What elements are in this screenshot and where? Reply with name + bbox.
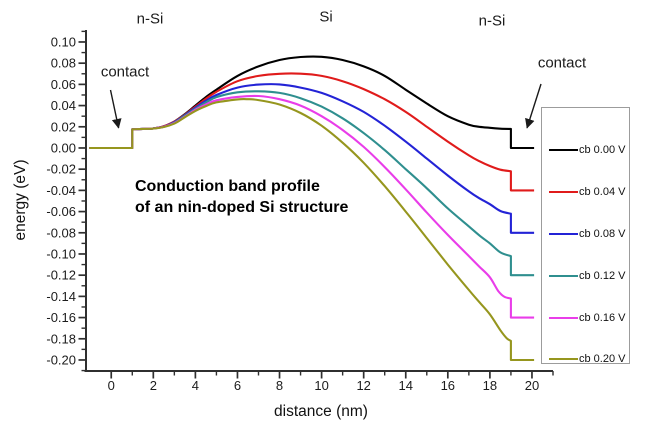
y-tick-label: 0.08 [51,56,76,71]
chart-note-line1: Conduction band profile [135,178,320,195]
y-tick-label: -0.02 [46,162,76,177]
x-tick-label: 4 [192,378,199,393]
contact-label-right: contact [537,54,587,72]
legend-swatch [549,149,578,152]
legend-swatch [549,233,578,236]
chart-note: Conduction band profile of an nin-doped … [135,176,348,218]
x-tick-label: 6 [234,378,241,393]
y-tick-label: -0.16 [46,310,76,325]
y-tick-label: 0.02 [51,119,76,134]
legend-label: cb 0.08 V [579,227,626,240]
contact-label-left: contact [100,63,150,81]
y-tick-label: -0.10 [46,246,76,261]
y-tick-label: 0.00 [51,140,76,155]
x-tick-label: 18 [483,378,497,393]
y-tick-label: -0.06 [46,204,76,219]
y-tick-label: -0.12 [46,268,76,283]
legend-swatch [549,358,578,361]
y-tick-label: -0.18 [46,331,76,346]
x-tick-label: 8 [276,378,283,393]
region-label-left: n-Si [136,10,164,28]
chart-note-line2: of an nin-doped Si structure [135,199,349,216]
region-label-right: n-Si [478,12,506,30]
legend-swatch [549,275,578,278]
legend-label: cb 0.20 V [579,352,626,365]
x-tick-label: 12 [356,378,370,393]
legend-label: cb 0.00 V [579,143,626,156]
x-tick-label: 16 [441,378,455,393]
y-tick-label: -0.20 [46,352,76,367]
legend-label: cb 0.12 V [579,269,626,282]
y-tick-label: -0.04 [46,183,76,198]
y-tick-label: -0.14 [46,289,76,304]
contact-arrow-right [525,83,542,129]
y-tick-label: -0.08 [46,225,76,240]
legend-label: cb 0.04 V [579,185,626,198]
legend-box: cb 0.00 V cb 0.04 V cb 0.08 V cb 0.12 V cb 0… [541,107,630,365]
x-tick-label: 2 [150,378,157,393]
x-axis-title: distance (nm) [274,403,368,420]
y-tick-label: 0.06 [51,77,76,92]
legend-label: cb 0.16 V [579,311,626,324]
x-tick-label: 10 [314,378,328,393]
curve-cb-0-20-v [89,98,535,362]
legend-swatch [549,191,578,194]
region-label-center: Si [319,8,333,26]
y-tick-label: 0.04 [51,98,76,113]
contact-arrow-left [109,89,122,129]
x-tick-label: 14 [399,378,413,393]
y-axis-title: energy (eV) [12,159,29,241]
y-tick-label: 0.10 [51,34,76,49]
x-tick-label: 20 [525,378,539,393]
legend-swatch [549,317,578,320]
x-tick-label: 0 [108,378,115,393]
